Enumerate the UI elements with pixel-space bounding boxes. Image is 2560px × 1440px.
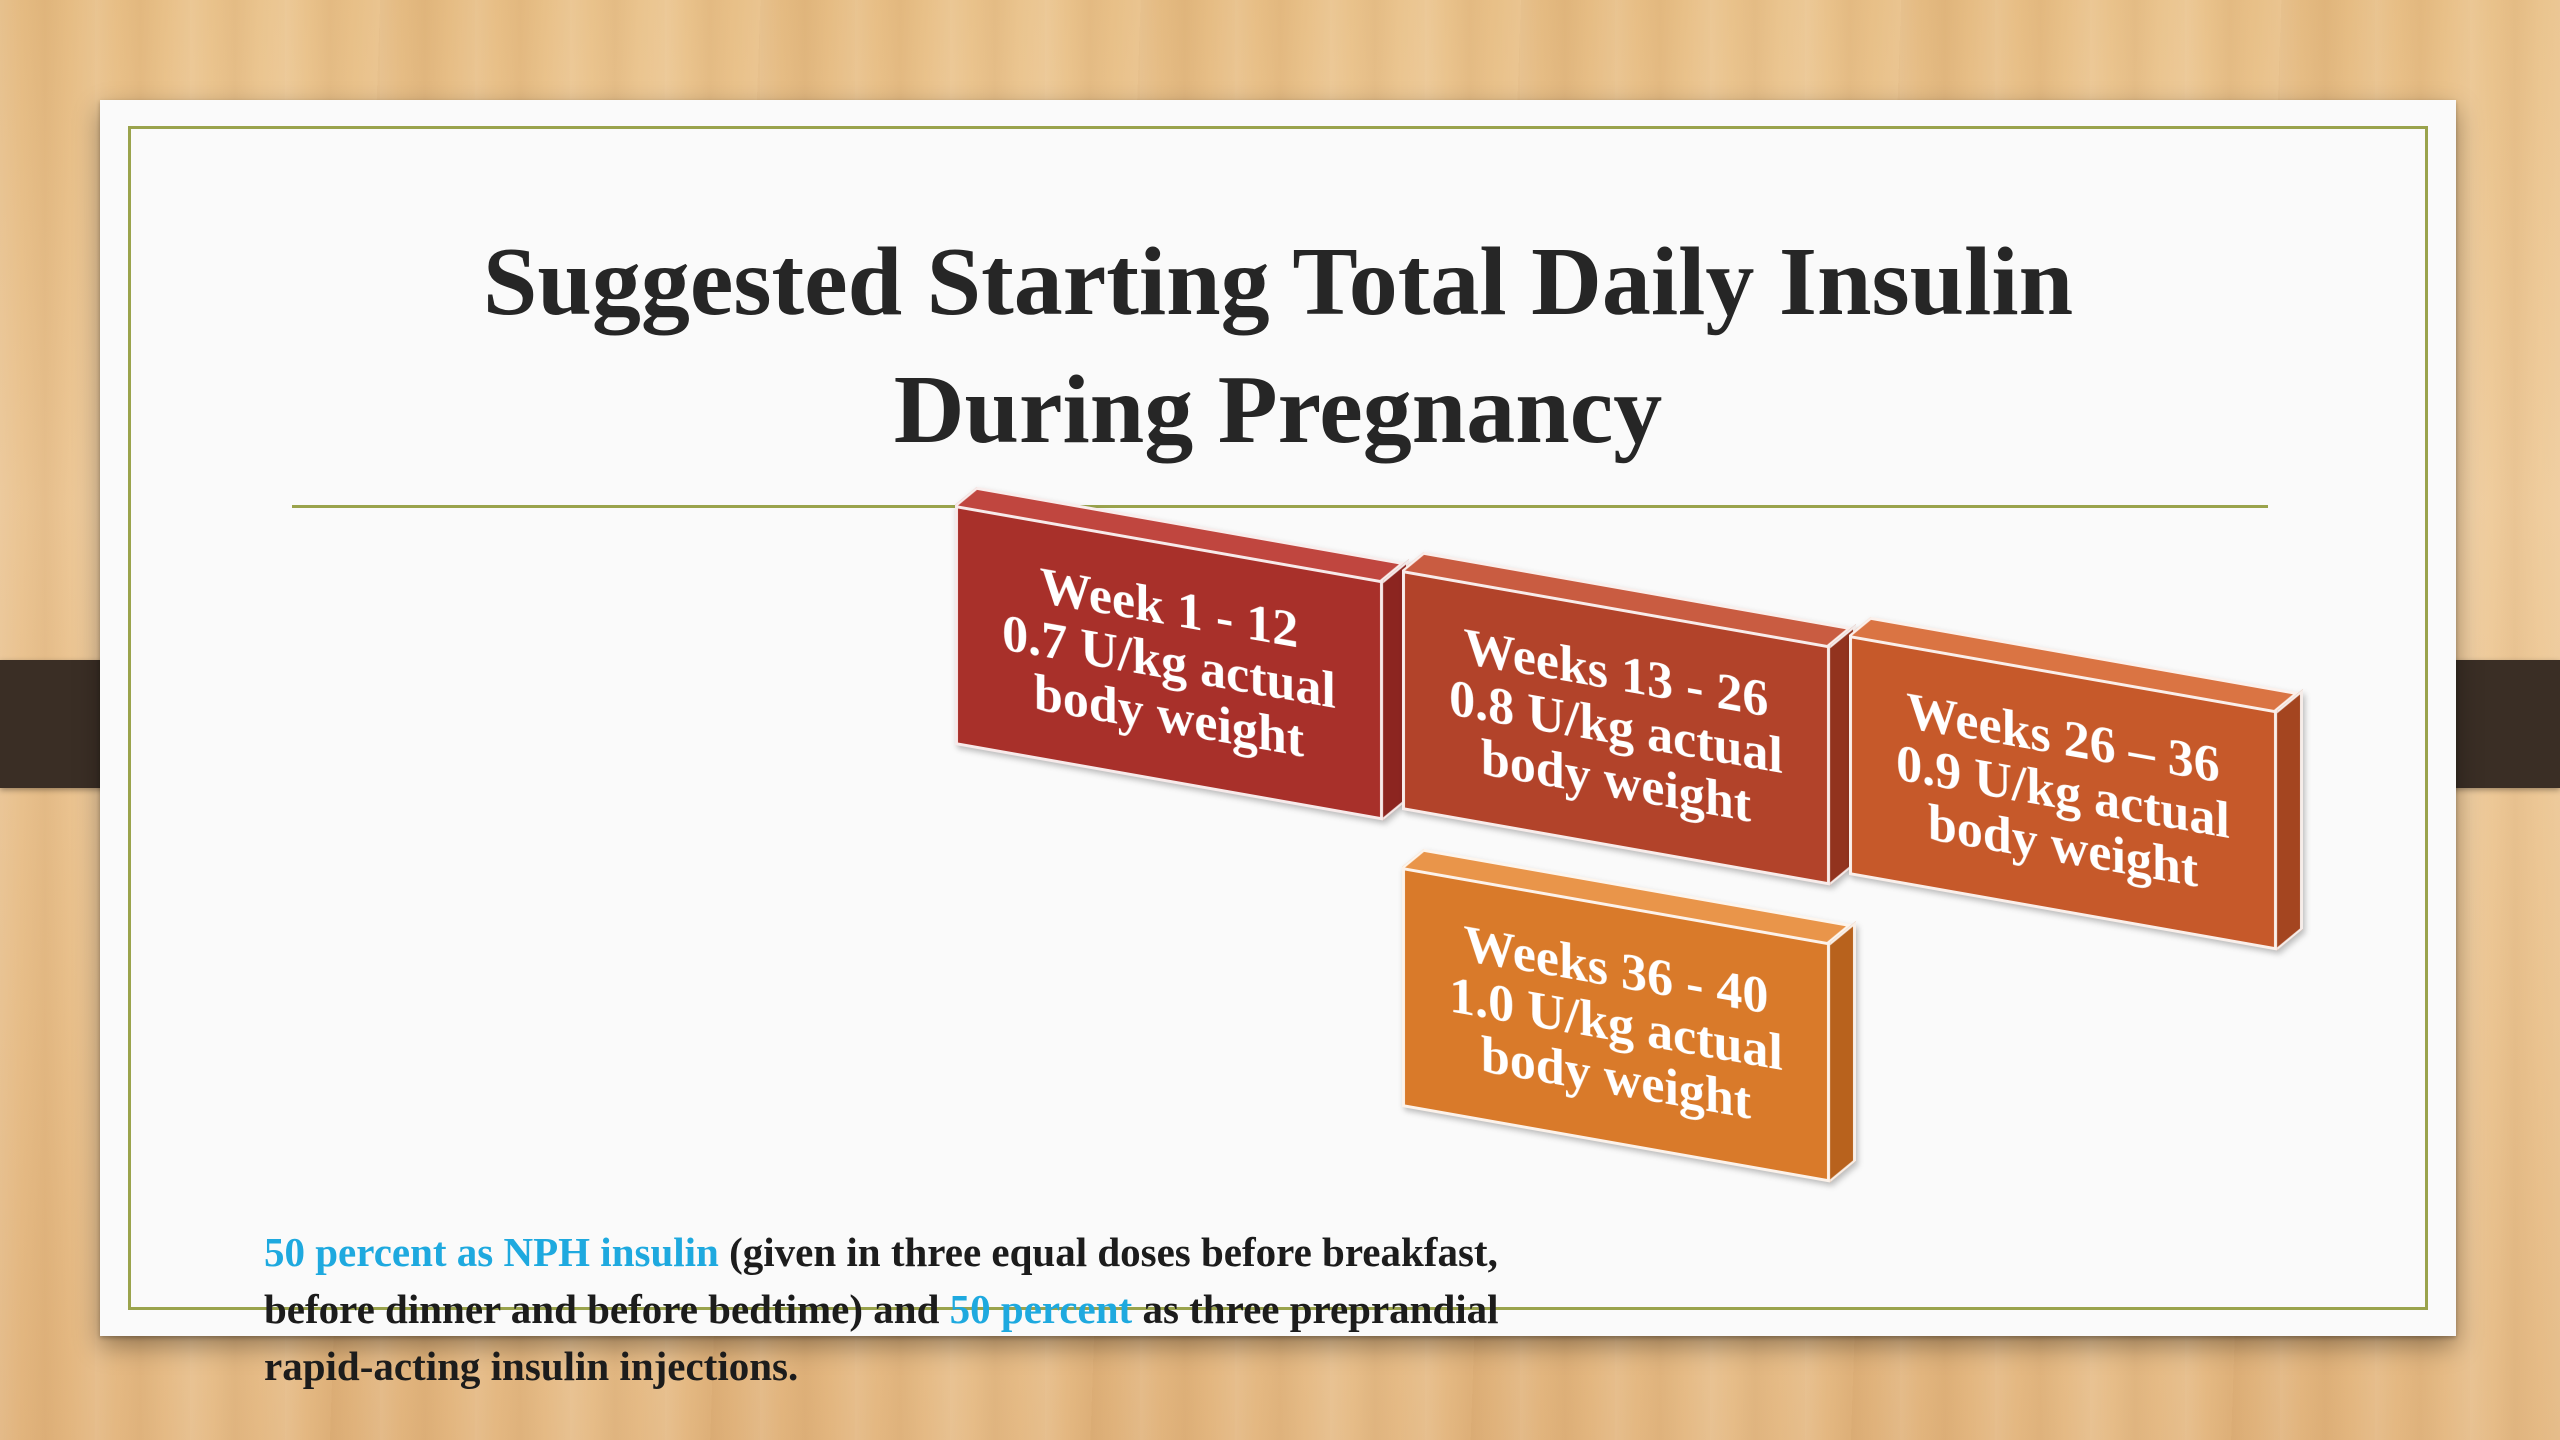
dose-box-week-1-12: Week 1 - 12 0.7 U/kg actual body weight <box>955 486 1409 821</box>
note-text-rapid: as three preprandial rapid-acting insuli… <box>264 1286 1499 1389</box>
box-side-face <box>2277 689 2303 951</box>
title-line-2: During Pregnancy <box>893 356 1663 464</box>
note-highlight-nph: 50 percent as NPH insulin <box>264 1229 719 1275</box>
slide-title: Suggested Starting Total Daily Insulin D… <box>100 218 2456 474</box>
title-divider <box>292 505 2268 508</box>
dose-box-weeks-13-26: Weeks 13 - 26 0.8 U/kg actual body weigh… <box>1402 551 1856 886</box>
dosing-note: 50 percent as NPH insulin (given in thre… <box>264 1224 1544 1395</box>
title-line-1: Suggested Starting Total Daily Insulin <box>482 228 2074 336</box>
dose-box-weeks-26-36: Weeks 26 – 36 0.9 U/kg actual body weigh… <box>1849 616 2303 951</box>
box-side-face <box>1830 921 1856 1183</box>
note-text-schedule: (given in three equal doses before break… <box>264 1229 1498 1332</box>
dose-box-weeks-36-40: Weeks 36 - 40 1.0 U/kg actual body weigh… <box>1402 848 1856 1183</box>
slide: Suggested Starting Total Daily Insulin D… <box>100 100 2456 1389</box>
note-highlight-percent: 50 percent <box>949 1286 1133 1332</box>
